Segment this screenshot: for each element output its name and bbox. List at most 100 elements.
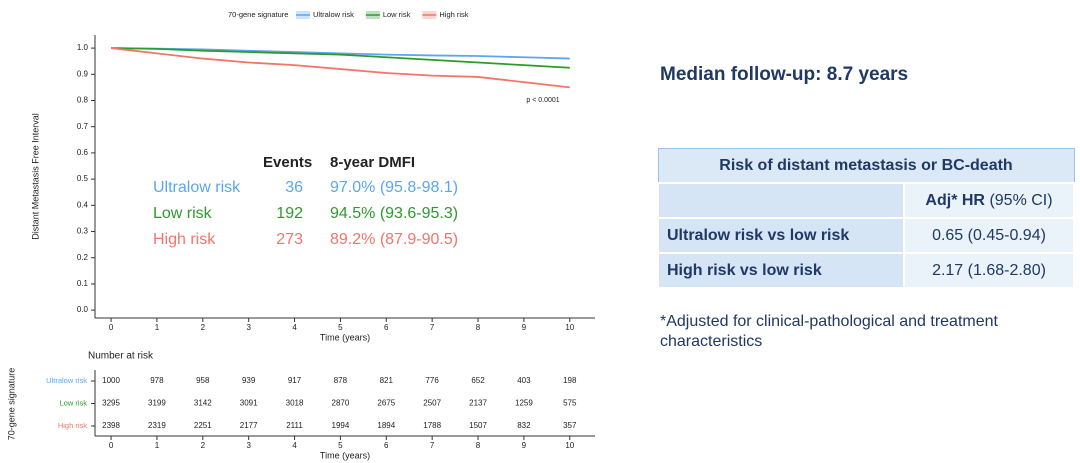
legend-label: Low risk	[383, 10, 411, 19]
inset-dmfi: 97.0% (95.8-98.1)	[330, 179, 458, 196]
risk-count: 776	[425, 376, 439, 385]
risk-x-label: Time (years)	[320, 450, 370, 460]
x-axis-label: Time (years)	[320, 332, 370, 342]
risk-count: 2251	[194, 421, 212, 430]
row-label: Ultralow risk vs low risk	[657, 217, 905, 254]
legend-label: Ultralow risk	[313, 10, 354, 19]
y-tick-label: 0.1	[77, 279, 89, 288]
y-tick-label: 0.4	[77, 200, 89, 209]
row-label: High risk vs low risk	[657, 252, 905, 289]
risk-count: 3142	[194, 399, 212, 408]
y-tick-label: 0.9	[77, 69, 89, 78]
risk-count: 2675	[377, 399, 395, 408]
risk-count: 2319	[148, 421, 166, 430]
km-curve	[110, 47, 570, 89]
legend-label: High risk	[439, 10, 468, 19]
risk-x-tick-label: 8	[476, 441, 481, 450]
inset-name: High risk	[153, 231, 216, 248]
risk-count: 3018	[286, 399, 304, 408]
inset-header: Events	[263, 154, 312, 171]
risk-count: 1000	[102, 376, 120, 385]
y-tick-label: 0.7	[77, 122, 89, 131]
y-tick-label: 0.3	[77, 227, 89, 236]
risk-count: 978	[150, 376, 164, 385]
y-tick-label: 1.0	[77, 43, 89, 52]
x-tick-label: 1	[155, 323, 160, 332]
risk-count: 1259	[515, 399, 533, 408]
risk-count: 1894	[377, 421, 395, 430]
annotation: p < 0.0001	[526, 97, 559, 104]
risk-label: 70-gene signature	[6, 368, 16, 441]
risk-count: 1994	[332, 421, 350, 430]
x-tick-label: 4	[292, 323, 297, 332]
risk-count: 2870	[332, 399, 350, 408]
y-tick-label: 0.2	[77, 253, 89, 262]
inset-events: 192	[276, 205, 303, 222]
x-tick-label: 8	[476, 323, 481, 332]
risk-count: 575	[563, 399, 577, 408]
risk-row-label: Ultralow risk	[46, 376, 87, 385]
risk-title: Number at risk	[88, 351, 154, 362]
inset-header: 8-year DMFI	[330, 154, 415, 171]
risk-count: 2507	[423, 399, 441, 408]
y-axis-label: Distant Metastasis Free Interval	[30, 113, 40, 240]
risk-x-tick-label: 5	[338, 441, 343, 450]
risk-count: 652	[471, 376, 485, 385]
inset-dmfi: 94.5% (93.6-95.3)	[330, 205, 458, 222]
x-tick-label: 10	[565, 323, 574, 332]
risk-count: 3091	[240, 399, 258, 408]
risk-x-tick-label: 9	[522, 441, 527, 450]
km-curve	[111, 47, 570, 69]
risk-count: 821	[380, 376, 394, 385]
risk-x-tick-label: 1	[155, 441, 160, 450]
risk-x-tick-label: 3	[246, 441, 251, 450]
risk-x-tick-label: 6	[384, 441, 389, 450]
y-tick-label: 0.6	[77, 148, 89, 157]
row-value: 2.17 (1.68-2.80)	[903, 252, 1075, 289]
km-curve	[111, 47, 570, 60]
x-tick-label: 2	[201, 323, 206, 332]
inset-name: Ultralow risk	[153, 179, 241, 196]
hr-table: Risk of distant metastasis or BC-death A…	[657, 148, 1075, 289]
table-title: Risk of distant metastasis or BC-death	[657, 148, 1075, 184]
x-tick-label: 6	[384, 323, 389, 332]
risk-count: 403	[517, 376, 531, 385]
x-tick-label: 0	[109, 323, 114, 332]
blank-cell	[657, 182, 905, 219]
y-tick-label: 0.8	[77, 96, 89, 105]
risk-count: 917	[288, 376, 302, 385]
risk-count: 878	[334, 376, 348, 385]
risk-count: 1788	[423, 421, 441, 430]
risk-count: 2177	[240, 421, 258, 430]
footnote: *Adjusted for clinical-pathological and …	[660, 313, 998, 350]
risk-count: 198	[563, 376, 577, 385]
risk-count: 3199	[148, 399, 166, 408]
risk-count: 2398	[102, 421, 120, 430]
x-tick-label: 5	[338, 323, 343, 332]
table-header: Adj* HR (95% CI)	[903, 182, 1075, 219]
risk-x-tick-label: 0	[109, 441, 114, 450]
risk-count: 2137	[469, 399, 487, 408]
x-tick-label: 9	[522, 323, 527, 332]
risk-count: 1507	[469, 421, 487, 430]
risk-x-tick-label: 10	[565, 441, 574, 450]
risk-row-label: High risk	[58, 421, 87, 430]
x-tick-label: 7	[430, 323, 435, 332]
row-value: 0.65 (0.45-0.94)	[903, 217, 1075, 254]
risk-x-tick-label: 4	[292, 441, 297, 450]
inset-events: 273	[276, 231, 303, 248]
x-tick-label: 3	[246, 323, 251, 332]
y-tick-label: 0.5	[77, 174, 89, 183]
chart: 0.00.10.20.30.40.50.60.70.80.91.00011223…	[6, 10, 595, 460]
y-tick-label: 0.0	[77, 305, 89, 314]
header-rest: (95% CI)	[989, 191, 1053, 209]
inset-name: Low risk	[153, 205, 213, 222]
risk-x-tick-label: 2	[201, 441, 206, 450]
risk-count: 3295	[102, 399, 120, 408]
risk-count: 958	[196, 376, 210, 385]
inset-dmfi: 89.2% (87.9-90.5)	[330, 231, 458, 248]
risk-count: 357	[563, 421, 577, 430]
risk-count: 939	[242, 376, 256, 385]
risk-row-label: Low risk	[59, 398, 87, 407]
